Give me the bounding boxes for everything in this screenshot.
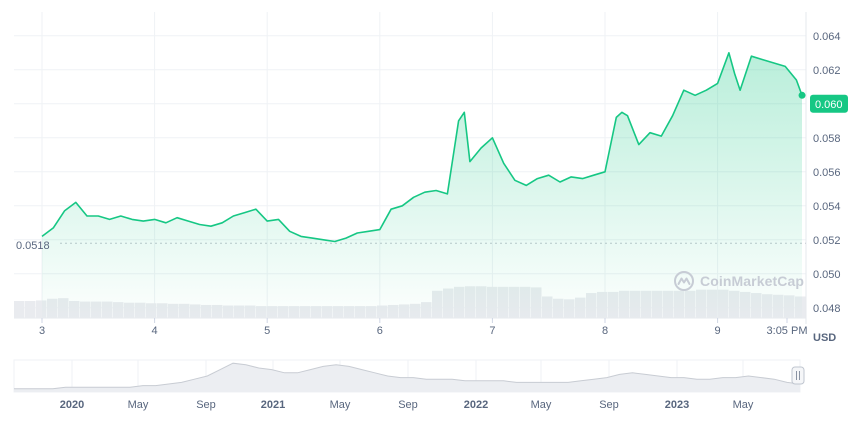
navigator-tick-label: May — [128, 399, 149, 411]
current-price-badge: 0.060 — [810, 94, 848, 113]
y-tick-label: 0.054 — [813, 201, 841, 213]
volume-bar — [36, 300, 47, 318]
navigator-line — [14, 362, 801, 390]
navigator-tick-label: 2022 — [464, 399, 488, 411]
navigator-tick-label: May — [733, 399, 754, 411]
y-tick-label: 0.062 — [813, 65, 841, 77]
x-tick-label: 7 — [489, 325, 495, 337]
x-tick-label: 3 — [39, 325, 45, 337]
price-area — [42, 52, 802, 319]
y-tick-label: 0.052 — [813, 235, 841, 247]
navigator-tick-label: Sep — [599, 399, 619, 411]
price-series — [41, 52, 806, 243]
y-axis-tick-labels: 0.048 0.050 0.052 0.054 0.056 0.058 0.062 0.064 — [813, 31, 841, 315]
price-line — [41, 52, 803, 243]
y-tick-label: 0.064 — [813, 31, 841, 43]
navigator-tick-label: 2023 — [665, 399, 689, 411]
x-tick-label: 6 — [377, 325, 383, 337]
current-price-badge-label: 0.060 — [815, 99, 843, 111]
x-tick-label: 3:05 PM — [767, 325, 808, 337]
x-tick-label: 5 — [264, 325, 270, 337]
current-price-badge-bg — [810, 94, 848, 113]
last-price-point — [798, 91, 806, 99]
x-tick-label: 9 — [715, 325, 721, 337]
price-area-fill — [42, 52, 802, 319]
volume-bar — [14, 301, 25, 318]
navigator-handle[interactable] — [791, 366, 805, 385]
volume-bar — [25, 301, 36, 318]
coinmarketcap-logo-icon — [674, 271, 694, 291]
start-price-label: 0.0518 — [16, 240, 50, 252]
navigator-tick-label: May — [330, 399, 351, 411]
x-tick-label: 4 — [152, 325, 158, 337]
y-tick-label: 0.056 — [813, 167, 841, 179]
y-tick-label: 0.050 — [813, 269, 841, 281]
navigator-tick-label: Sep — [398, 399, 418, 411]
navigator-tick-label: May — [531, 399, 552, 411]
watermark-text: CoinMarketCap — [700, 273, 804, 289]
navigator-tick-label: 2020 — [60, 399, 84, 411]
watermark: CoinMarketCap — [673, 270, 804, 292]
x-tick-label: 8 — [602, 325, 608, 337]
navigator-tick-label: 2021 — [261, 399, 285, 411]
currency-label: USD — [813, 332, 836, 344]
x-axis-tick-labels: 3 4 5 6 7 8 9 3:05 PM — [39, 318, 808, 337]
y-tick-label: 0.058 — [813, 133, 841, 145]
y-tick-label: 0.048 — [813, 303, 841, 315]
navigator[interactable]: 2020 May Sep 2021 May Sep 2022 May Sep 2023 May — [13, 359, 805, 411]
navigator-tick-label: Sep — [196, 399, 216, 411]
